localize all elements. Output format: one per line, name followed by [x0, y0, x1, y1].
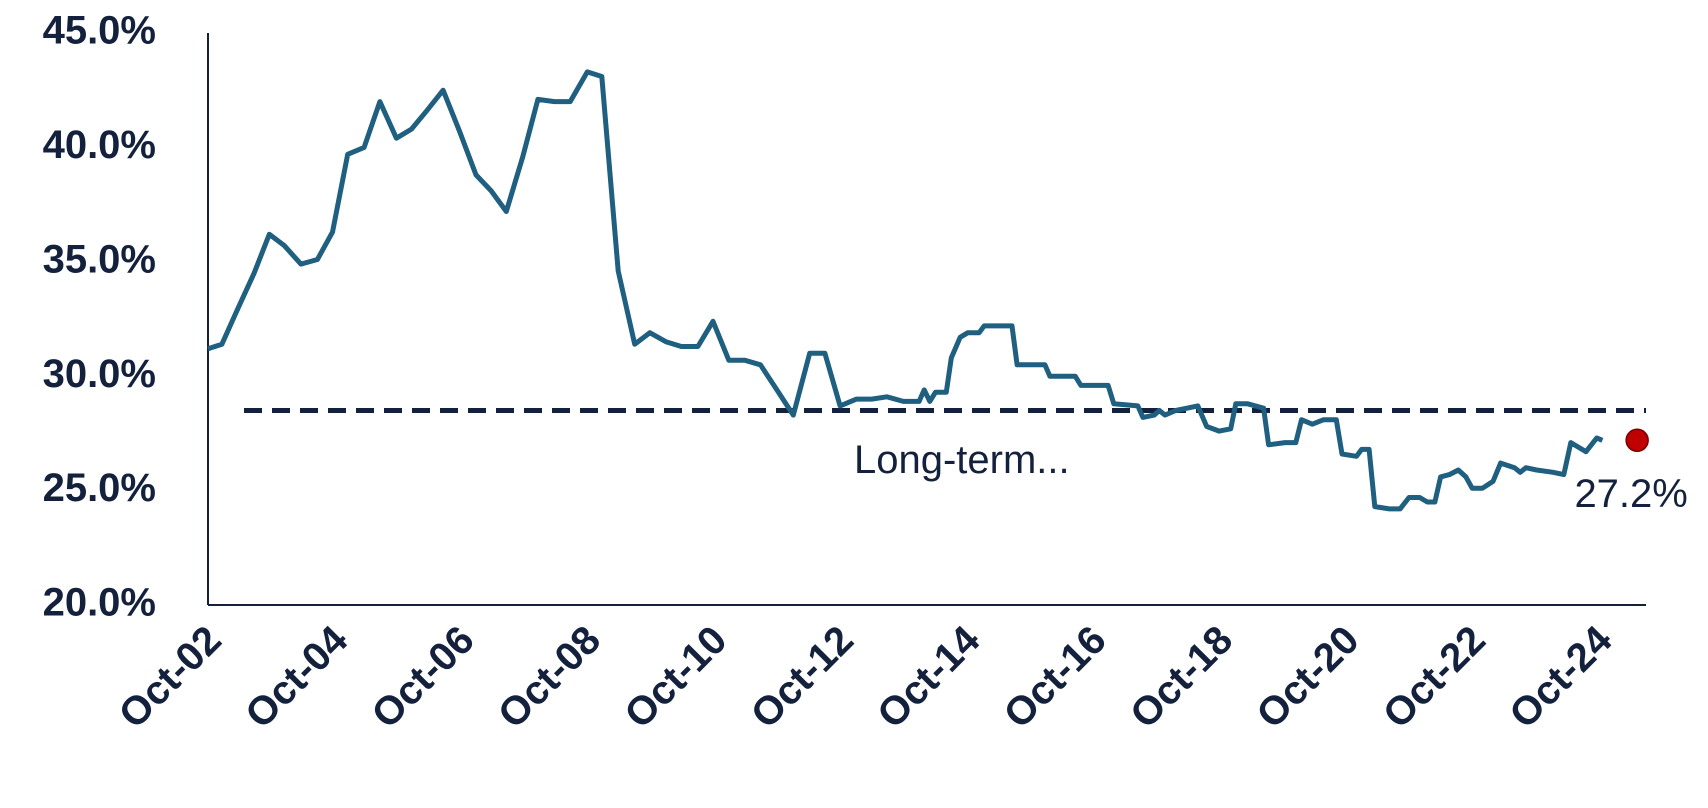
x-tick-label: Oct-22 — [1375, 618, 1494, 737]
x-tick-label: Oct-16 — [996, 618, 1115, 737]
series-line — [207, 69, 1604, 512]
y-tick-label: 40.0% — [43, 123, 156, 167]
y-tick-label: 25.0% — [43, 466, 156, 510]
x-tick-label: Oct-04 — [237, 617, 357, 737]
x-tick-label: Oct-12 — [743, 618, 862, 737]
x-tick-label: Oct-06 — [364, 618, 483, 737]
y-tick-label: 45.0% — [43, 9, 156, 53]
y-tick-label: 35.0% — [43, 237, 156, 281]
reference-label: Long-term... — [854, 438, 1070, 482]
x-tick-label: Oct-18 — [1122, 618, 1241, 737]
x-tick-label: Oct-02 — [111, 618, 230, 737]
y-tick-label: 30.0% — [43, 352, 156, 396]
x-tick-label: Oct-20 — [1248, 618, 1367, 737]
x-tick-label: Oct-24 — [1501, 617, 1621, 737]
last-point — [1625, 428, 1649, 453]
x-tick-label: Oct-14 — [869, 617, 989, 737]
x-tick-label: Oct-10 — [616, 618, 735, 737]
y-tick-label: 20.0% — [43, 581, 156, 625]
last-point-label: 27.2% — [1574, 472, 1687, 516]
x-tick-label: Oct-08 — [490, 618, 609, 737]
